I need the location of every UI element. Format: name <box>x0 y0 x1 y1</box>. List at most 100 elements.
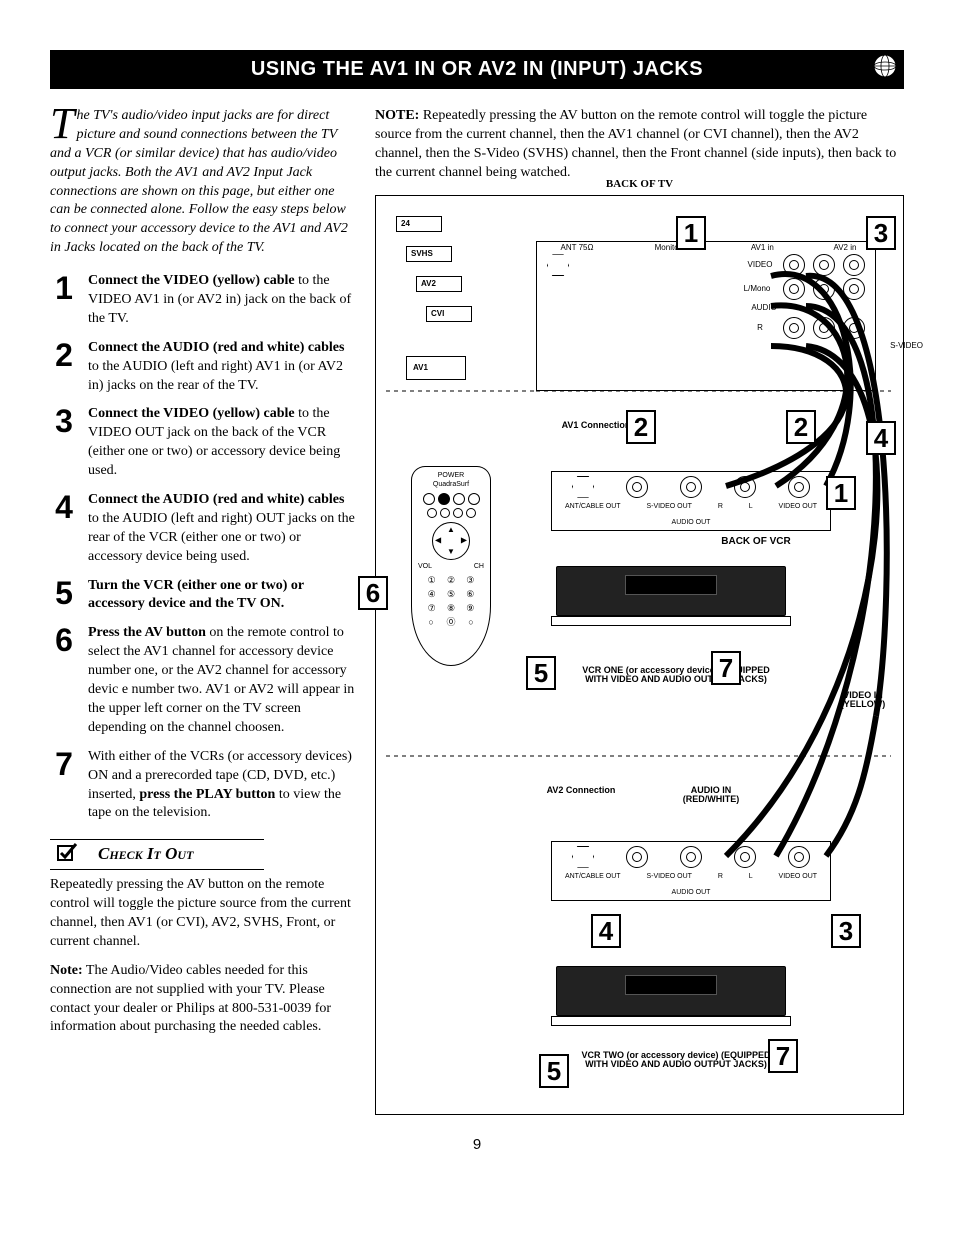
diagram-callout-number: 7 <box>711 651 741 685</box>
step-number: 1 <box>50 272 78 304</box>
step-number: 5 <box>50 577 78 609</box>
jack <box>734 846 756 868</box>
page-title-bar: USING THE AV1 IN OR AV2 IN (INPUT) JACKS <box>50 50 904 89</box>
jack <box>843 278 865 300</box>
jack <box>783 317 805 339</box>
remote-btn <box>438 493 450 505</box>
step-number: 7 <box>50 748 78 780</box>
step: 7 With either of the VCRs (or accessory d… <box>50 748 355 824</box>
audio-in-rw-label: AUDIO IN (RED/WHITE) <box>666 786 756 806</box>
left-column: The TV's audio/video input jacks are for… <box>50 107 355 1115</box>
vcr1-device <box>556 566 786 616</box>
remote-btn <box>440 508 450 518</box>
step: 6Press the AV button on the remote contr… <box>50 624 355 737</box>
jack <box>783 254 805 276</box>
back-of-tv-label: BACK OF TV <box>606 177 673 192</box>
jack <box>813 278 835 300</box>
l: L <box>749 502 753 511</box>
diagram-callout-number: 5 <box>526 656 556 690</box>
numbered-steps: 1 Connect the VIDEO (yellow) cable to the… <box>50 272 355 823</box>
diagram-callout-number: 7 <box>768 1039 798 1073</box>
jack <box>788 846 810 868</box>
vcr2-jack-panel: ANT/CABLE OUT S-VIDEO OUT R L VIDEO OUT … <box>551 841 831 901</box>
checkout-note-label: Note: <box>50 963 83 978</box>
label-power: POWER <box>412 471 490 480</box>
dropcap: T <box>50 107 76 141</box>
vcr1-jack-panel: ANT/CABLE OUT S-VIDEO OUT R L VIDEO OUT … <box>551 471 831 531</box>
vcr2-device <box>556 966 786 1016</box>
remote-control: POWER QuadraSurf <box>411 466 491 666</box>
checkout-note-text: The Audio/Video cables needed for this c… <box>50 963 331 1035</box>
label-svideo: S-VIDEO <box>890 342 923 351</box>
remote-btn <box>427 508 437 518</box>
label-av1in: AV1 in <box>742 244 782 253</box>
back-of-vcr-label: BACK OF VCR <box>676 536 836 547</box>
l: R <box>718 872 723 881</box>
video-in-yellow-label: VIDEO IN (YELLOW) <box>833 691 893 711</box>
remote-btn <box>468 493 480 505</box>
jack <box>813 317 835 339</box>
globe-icon <box>872 53 898 87</box>
vcr2-label: VCR TWO (or accessory device) (EQUIPPED … <box>576 1051 776 1071</box>
jack <box>843 317 865 339</box>
step-text: Connect the VIDEO (yellow) cable to the … <box>88 405 355 481</box>
diagram-callout-number: 2 <box>786 410 816 444</box>
step: 3 Connect the VIDEO (yellow) cable to the… <box>50 405 355 481</box>
step-number: 2 <box>50 339 78 371</box>
remote-btn <box>423 493 435 505</box>
remote-btn <box>453 493 465 505</box>
jack <box>626 476 648 498</box>
step: 1 Connect the VIDEO (yellow) cable to the… <box>50 272 355 329</box>
l: ANT/CABLE OUT <box>565 872 621 881</box>
checkout-box: Check It Out Repeatedly pressing the AV … <box>50 839 355 1037</box>
diagram-callout-number: 2 <box>626 410 656 444</box>
label-ant: ANT 75Ω <box>547 244 607 253</box>
diagram-callout-number: 3 <box>831 914 861 948</box>
jack <box>572 476 594 498</box>
right-column: NOTE: Repeatedly pressing the AV button … <box>375 107 904 1115</box>
step-text: Turn the VCR (either one or two) or acce… <box>88 577 355 615</box>
intro-paragraph: The TV's audio/video input jacks are for… <box>50 107 355 258</box>
label-brand: QuadraSurf <box>412 480 490 489</box>
jack <box>680 476 702 498</box>
side-tab-cvi: CVI <box>426 306 472 323</box>
diagram-callout-number: 1 <box>826 476 856 510</box>
jack <box>843 254 865 276</box>
vcr1-base <box>551 616 791 626</box>
l: VIDEO OUT <box>779 502 818 511</box>
tv-back-panel: ANT 75Ω Monitor out AV1 in AV2 in VIDEO <box>536 241 876 391</box>
jack <box>734 476 756 498</box>
label-video: VIDEO <box>745 261 775 270</box>
remote-btn <box>453 508 463 518</box>
label-av2in: AV2 in <box>825 244 865 253</box>
note-label: NOTE: <box>375 108 419 123</box>
step-text: Press the AV button on the remote contro… <box>88 624 355 737</box>
jack <box>783 278 805 300</box>
l-audio: AUDIO OUT <box>672 888 711 897</box>
checkout-header: Check It Out <box>50 839 264 870</box>
step-text: With either of the VCRs (or accessory de… <box>88 748 355 824</box>
diagram-callout-number: 1 <box>676 216 706 250</box>
remote-dpad: ▲ ▼ ◀ ▶ <box>432 522 470 560</box>
diagram-callout-number: 4 <box>591 914 621 948</box>
side-tab-svhs: SVHS <box>406 246 452 263</box>
checkmark-icon <box>56 842 78 869</box>
l: L <box>749 872 753 881</box>
step-number: 3 <box>50 405 78 437</box>
step-text: Connect the VIDEO (yellow) cable to the … <box>88 272 355 329</box>
checkout-title: Check It Out <box>98 844 193 863</box>
jack <box>680 846 702 868</box>
remote-btn <box>466 508 476 518</box>
label-lmono: L/Mono <box>739 285 775 294</box>
step-number: 4 <box>50 491 78 523</box>
step: 2Connect the AUDIO (red and white) cable… <box>50 339 355 396</box>
checkout-body: Repeatedly pressing the AV button on the… <box>50 870 355 1037</box>
diagram-callout-number: 3 <box>866 216 896 250</box>
note-text: Repeatedly pressing the AV button on the… <box>375 108 896 180</box>
side-tab-24: 24 <box>396 216 442 233</box>
av1-conn-label: AV1 Connection <box>561 421 631 431</box>
checkout-p2: Note: The Audio/Video cables needed for … <box>50 962 353 1038</box>
l: S-VIDEO OUT <box>646 872 692 881</box>
step: 4Connect the AUDIO (red and white) cable… <box>50 491 355 567</box>
jack <box>626 846 648 868</box>
